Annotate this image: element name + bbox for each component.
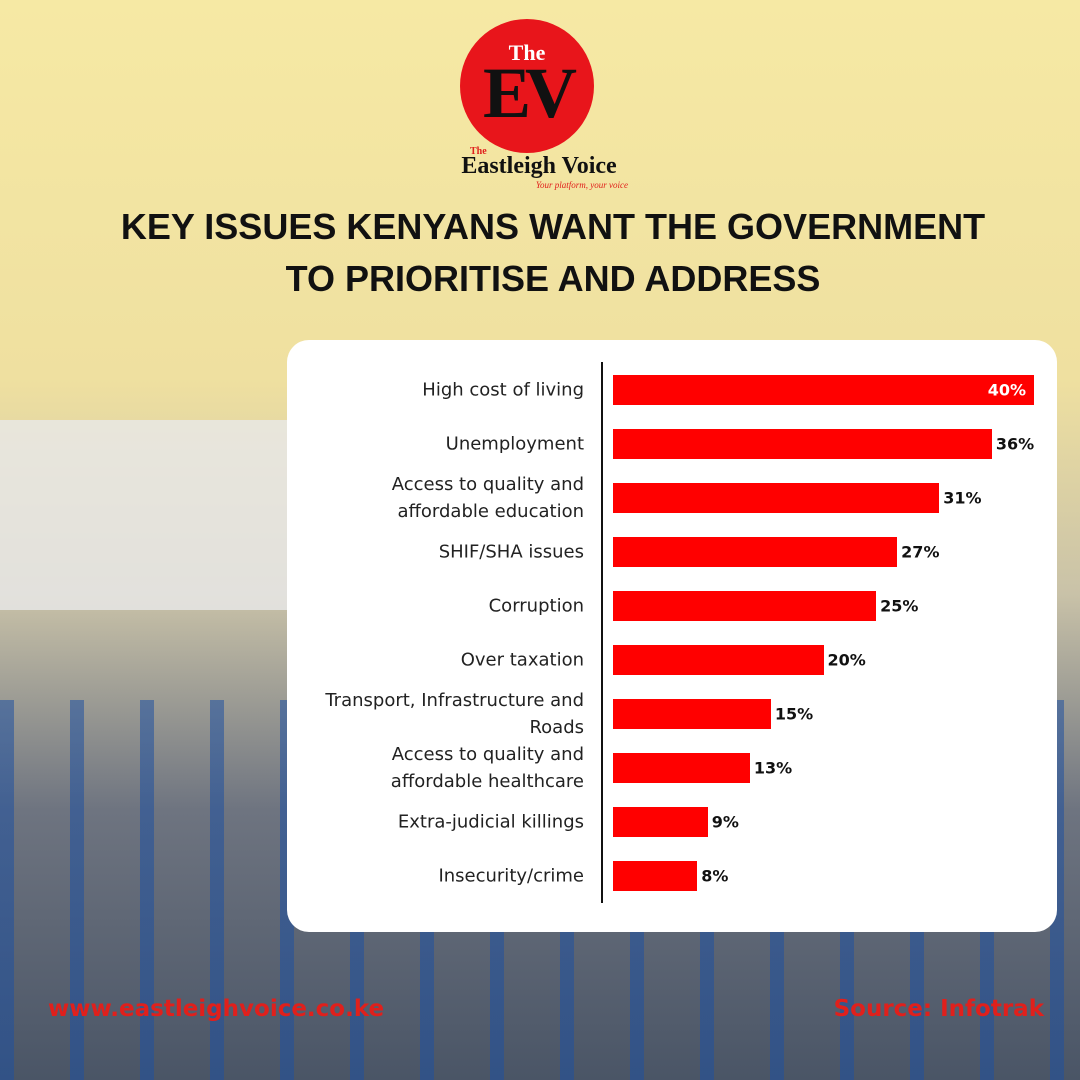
brand-name: Eastleigh Voice (461, 153, 617, 179)
bar (613, 375, 1034, 405)
category-label: Over taxation (460, 649, 584, 671)
bar (613, 591, 877, 621)
bar (613, 807, 708, 837)
category-label: Corruption (488, 595, 584, 617)
axis-line (601, 362, 603, 903)
category-label: Access to quality and affordable healthc… (390, 744, 584, 792)
logo-small: The (508, 40, 546, 65)
logo-big: EV (482, 53, 577, 133)
value-label: 13% (753, 758, 793, 778)
category-label: SHIF/SHA issues (438, 541, 584, 563)
value-label: 31% (943, 488, 982, 508)
bar (613, 645, 824, 675)
bar (613, 429, 992, 459)
value-label: 8% (701, 866, 729, 886)
background-sign (0, 420, 300, 610)
category-label: Extra-judicial killings (397, 811, 584, 833)
value-label: 40% (987, 380, 1026, 400)
category-label: Insecurity/crime (438, 865, 584, 887)
category-label: Transport, Infrastructure and Roads (325, 690, 584, 738)
bar (613, 699, 771, 729)
logo-circle (460, 19, 594, 153)
brand-tagline: Your platform, your voice (535, 180, 628, 190)
category-label: Access to quality and affordable educati… (391, 474, 584, 522)
source: Source: Infotrak (833, 996, 1044, 1022)
brand-small: The (470, 146, 487, 157)
value-label: 9% (711, 812, 739, 832)
bar (613, 861, 698, 891)
bar (613, 483, 940, 513)
category-label: High cost of living (422, 379, 584, 401)
chart-title: KEY ISSUES KENYANS WANT THE GOVERNMENT (120, 206, 986, 247)
value-label: 15% (774, 704, 814, 724)
bar (613, 537, 898, 567)
bar (613, 753, 750, 783)
value-label: 27% (901, 542, 940, 562)
website: www.eastleighvoice.co.ke (48, 996, 385, 1022)
chart-title: TO PRIORITISE AND ADDRESS (285, 258, 821, 299)
category-label: Unemployment (445, 433, 584, 455)
value-label: 20% (827, 650, 866, 670)
value-label: 36% (995, 434, 1035, 454)
value-label: 25% (880, 596, 919, 616)
